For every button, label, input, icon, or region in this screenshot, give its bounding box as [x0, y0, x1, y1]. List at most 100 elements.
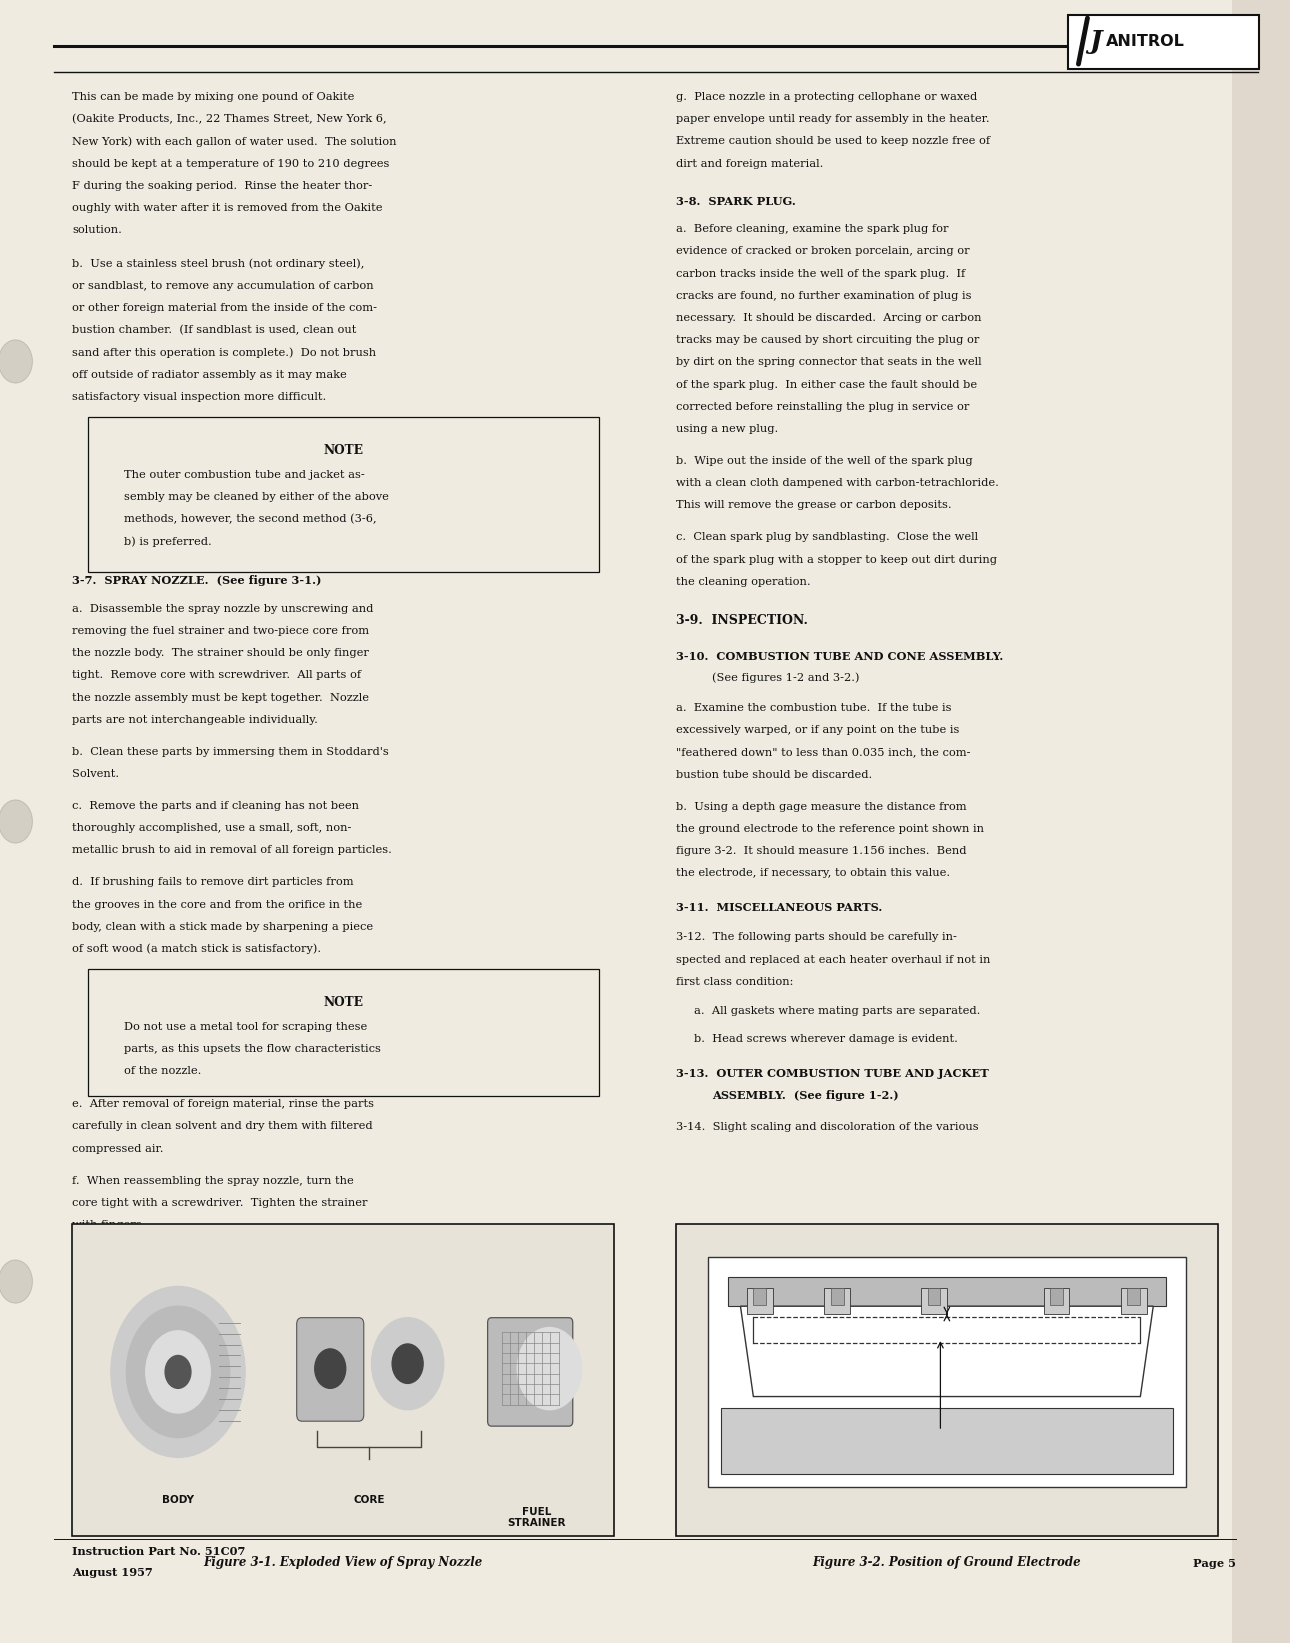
FancyBboxPatch shape — [728, 1277, 1166, 1306]
Text: b.  Head screws wherever damage is evident.: b. Head screws wherever damage is eviden… — [694, 1033, 958, 1045]
Text: tight.  Remove core with screwdriver.  All parts of: tight. Remove core with screwdriver. All… — [72, 670, 361, 680]
FancyBboxPatch shape — [488, 1318, 573, 1426]
Text: d.  If brushing fails to remove dirt particles from: d. If brushing fails to remove dirt part… — [72, 877, 353, 887]
Text: body, clean with a stick made by sharpening a piece: body, clean with a stick made by sharpen… — [72, 922, 373, 932]
Text: Extreme caution should be used to keep nozzle free of: Extreme caution should be used to keep n… — [676, 136, 991, 146]
Text: ASSEMBLY.  (See figure 1-2.): ASSEMBLY. (See figure 1-2.) — [712, 1089, 899, 1101]
Text: satisfactory visual inspection more difficult.: satisfactory visual inspection more diff… — [72, 393, 326, 403]
Text: the ground electrode to the reference point shown in: the ground electrode to the reference po… — [676, 823, 984, 835]
Text: "feathered down" to less than 0.035 inch, the com-: "feathered down" to less than 0.035 inch… — [676, 748, 970, 757]
Text: methods, however, the second method (3-6,: methods, however, the second method (3-6… — [124, 514, 377, 524]
Circle shape — [392, 1344, 423, 1383]
Text: a.  Examine the combustion tube.  If the tube is: a. Examine the combustion tube. If the t… — [676, 703, 952, 713]
FancyBboxPatch shape — [297, 1318, 364, 1421]
Text: of soft wood (a match stick is satisfactory).: of soft wood (a match stick is satisfact… — [72, 943, 321, 955]
Text: a.  Disassemble the spray nozzle by unscrewing and: a. Disassemble the spray nozzle by unscr… — [72, 603, 374, 614]
FancyBboxPatch shape — [72, 1224, 614, 1536]
Circle shape — [146, 1331, 210, 1413]
Circle shape — [0, 340, 32, 383]
Text: parts, as this upsets the flow characteristics: parts, as this upsets the flow character… — [124, 1045, 381, 1055]
FancyBboxPatch shape — [88, 417, 599, 572]
Text: cracks are found, no further examination of plug is: cracks are found, no further examination… — [676, 291, 971, 301]
Text: should be kept at a temperature of 190 to 210 degrees: should be kept at a temperature of 190 t… — [72, 159, 390, 169]
FancyBboxPatch shape — [824, 1288, 850, 1314]
FancyBboxPatch shape — [921, 1288, 947, 1314]
FancyBboxPatch shape — [1121, 1288, 1147, 1314]
Text: of the nozzle.: of the nozzle. — [124, 1066, 201, 1076]
Text: b.  Using a depth gage measure the distance from: b. Using a depth gage measure the distan… — [676, 802, 966, 812]
Text: removing the fuel strainer and two-piece core from: removing the fuel strainer and two-piece… — [72, 626, 369, 636]
Text: 3-10.  COMBUSTION TUBE AND CONE ASSEMBLY.: 3-10. COMBUSTION TUBE AND CONE ASSEMBLY. — [676, 651, 1004, 662]
FancyBboxPatch shape — [1044, 1288, 1069, 1314]
Text: thoroughly accomplished, use a small, soft, non-: thoroughly accomplished, use a small, so… — [72, 823, 352, 833]
Text: spected and replaced at each heater overhaul if not in: spected and replaced at each heater over… — [676, 955, 991, 964]
Text: paper envelope until ready for assembly in the heater.: paper envelope until ready for assembly … — [676, 115, 989, 125]
Circle shape — [126, 1306, 230, 1438]
Text: 3-7.  SPRAY NOZZLE.  (See figure 3-1.): 3-7. SPRAY NOZZLE. (See figure 3-1.) — [72, 575, 321, 587]
Text: c.  Remove the parts and if cleaning has not been: c. Remove the parts and if cleaning has … — [72, 802, 359, 812]
Text: Figure 3-1. Exploded View of Spray Nozzle: Figure 3-1. Exploded View of Spray Nozzl… — [204, 1556, 482, 1569]
Text: metallic brush to aid in removal of all foreign particles.: metallic brush to aid in removal of all … — [72, 845, 392, 856]
FancyBboxPatch shape — [747, 1288, 773, 1314]
Text: bustion tube should be discarded.: bustion tube should be discarded. — [676, 769, 872, 780]
Text: CORE: CORE — [353, 1495, 384, 1505]
Circle shape — [0, 800, 32, 843]
Text: the grooves in the core and from the orifice in the: the grooves in the core and from the ori… — [72, 900, 362, 910]
Text: parts are not interchangeable individually.: parts are not interchangeable individual… — [72, 715, 319, 725]
Text: 3-12.  The following parts should be carefully in-: 3-12. The following parts should be care… — [676, 932, 957, 943]
Text: compressed air.: compressed air. — [72, 1144, 164, 1153]
FancyBboxPatch shape — [708, 1257, 1186, 1487]
FancyBboxPatch shape — [1068, 15, 1259, 69]
Text: August 1957: August 1957 — [72, 1567, 154, 1579]
Text: g.  Place nozzle in a protecting cellophane or waxed: g. Place nozzle in a protecting cellopha… — [676, 92, 978, 102]
Text: 1.156": 1.156" — [979, 1301, 1017, 1311]
Text: 3-11.  MISCELLANEOUS PARTS.: 3-11. MISCELLANEOUS PARTS. — [676, 902, 882, 914]
Text: Solvent.: Solvent. — [72, 769, 120, 779]
Text: the nozzle assembly must be kept together.  Nozzle: the nozzle assembly must be kept togethe… — [72, 693, 369, 703]
Text: dirt and foreign material.: dirt and foreign material. — [676, 159, 823, 169]
Text: necessary.  It should be discarded.  Arcing or carbon: necessary. It should be discarded. Arcin… — [676, 312, 982, 324]
Text: b.  Clean these parts by immersing them in Stoddard's: b. Clean these parts by immersing them i… — [72, 746, 390, 757]
Text: with fingers.: with fingers. — [72, 1219, 146, 1231]
Text: NOTE: NOTE — [322, 444, 364, 457]
Text: New York) with each gallon of water used.  The solution: New York) with each gallon of water used… — [72, 136, 397, 146]
FancyBboxPatch shape — [88, 969, 599, 1096]
Text: solution.: solution. — [72, 225, 123, 235]
Text: F during the soaking period.  Rinse the heater thor-: F during the soaking period. Rinse the h… — [72, 181, 373, 191]
FancyBboxPatch shape — [1050, 1288, 1063, 1305]
Text: using a new plug.: using a new plug. — [676, 424, 778, 434]
Text: 3-13.  OUTER COMBUSTION TUBE AND JACKET: 3-13. OUTER COMBUSTION TUBE AND JACKET — [676, 1068, 988, 1079]
Text: Instruction Part No. 51C07: Instruction Part No. 51C07 — [72, 1546, 245, 1558]
Text: (Oakite Products, Inc., 22 Thames Street, New York 6,: (Oakite Products, Inc., 22 Thames Street… — [72, 115, 387, 125]
Text: a.  All gaskets where mating parts are separated.: a. All gaskets where mating parts are se… — [694, 1006, 980, 1015]
Text: the nozzle body.  The strainer should be only finger: the nozzle body. The strainer should be … — [72, 649, 369, 659]
Text: bustion chamber.  (If sandblast is used, clean out: bustion chamber. (If sandblast is used, … — [72, 325, 356, 335]
FancyBboxPatch shape — [721, 1408, 1173, 1474]
Text: GROUND ELECTRODE: GROUND ELECTRODE — [873, 1451, 1020, 1464]
Circle shape — [315, 1349, 346, 1388]
Text: b) is preferred.: b) is preferred. — [124, 537, 212, 547]
Text: Figure 3-2. Position of Ground Electrode: Figure 3-2. Position of Ground Electrode — [813, 1556, 1081, 1569]
Text: by dirt on the spring connector that seats in the well: by dirt on the spring connector that sea… — [676, 357, 982, 368]
Text: of the spark plug with a stopper to keep out dirt during: of the spark plug with a stopper to keep… — [676, 554, 997, 565]
Text: off outside of radiator assembly as it may make: off outside of radiator assembly as it m… — [72, 370, 347, 380]
FancyBboxPatch shape — [1232, 0, 1290, 1643]
Text: tracks may be caused by short circuiting the plug or: tracks may be caused by short circuiting… — [676, 335, 979, 345]
FancyBboxPatch shape — [676, 1224, 1218, 1536]
Text: the electrode, if necessary, to obtain this value.: the electrode, if necessary, to obtain t… — [676, 868, 949, 879]
Circle shape — [517, 1328, 582, 1410]
Text: with a clean cloth dampened with carbon-tetrachloride.: with a clean cloth dampened with carbon-… — [676, 478, 998, 488]
Text: ANITROL: ANITROL — [1106, 35, 1184, 49]
Polygon shape — [740, 1306, 1153, 1397]
Circle shape — [0, 1260, 32, 1303]
Text: corrected before reinstalling the plug in service or: corrected before reinstalling the plug i… — [676, 401, 969, 412]
Text: Do not use a metal tool for scraping these: Do not use a metal tool for scraping the… — [124, 1022, 368, 1032]
Text: the cleaning operation.: the cleaning operation. — [676, 577, 810, 587]
Text: (See figures 1-2 and 3-2.): (See figures 1-2 and 3-2.) — [712, 672, 859, 683]
Text: FUEL
STRAINER: FUEL STRAINER — [507, 1507, 566, 1528]
Text: BODY: BODY — [163, 1495, 193, 1505]
Text: or sandblast, to remove any accumulation of carbon: or sandblast, to remove any accumulation… — [72, 281, 374, 291]
FancyBboxPatch shape — [1127, 1288, 1140, 1305]
Text: carefully in clean solvent and dry them with filtered: carefully in clean solvent and dry them … — [72, 1122, 373, 1132]
Text: NOTE: NOTE — [322, 996, 364, 1009]
